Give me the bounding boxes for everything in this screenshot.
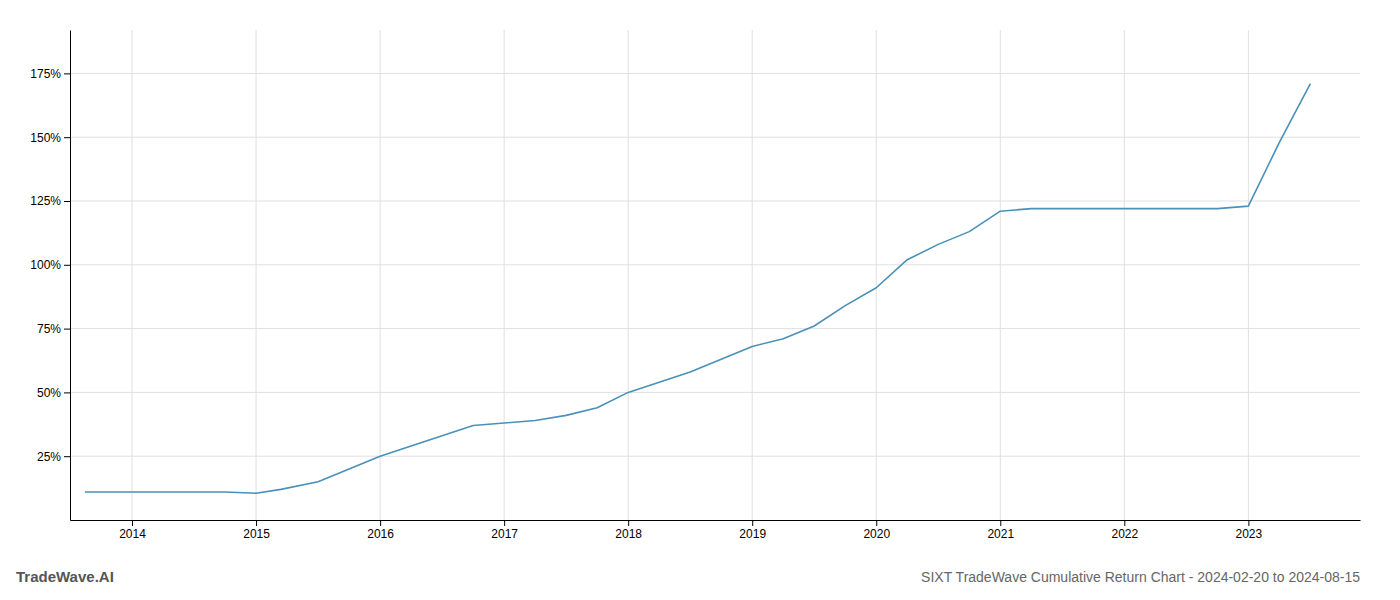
grid-line <box>504 30 505 520</box>
tick-label: 50% <box>37 386 61 400</box>
tick-mark <box>256 520 257 526</box>
tick: 25% <box>37 450 70 464</box>
tick: 2018 <box>615 520 642 541</box>
grid <box>70 30 1360 520</box>
tick: 75% <box>37 322 70 336</box>
y-axis: 25% 50% 75% 100% 125% 150% 175% <box>30 31 70 521</box>
tick-mark <box>380 520 381 526</box>
axis-line <box>70 31 71 521</box>
tick-mark <box>64 201 70 202</box>
tick: 50% <box>37 386 70 400</box>
tick-mark <box>64 73 70 74</box>
grid-line <box>380 30 381 520</box>
grid-line <box>628 30 629 520</box>
tick-label: 2021 <box>987 527 1014 541</box>
tick: 150% <box>30 131 70 145</box>
grid-line <box>70 73 1360 74</box>
tick: 2021 <box>987 520 1014 541</box>
tick-mark <box>752 520 753 526</box>
grid-line <box>132 30 133 520</box>
annotation: TradeWave.AI <box>16 568 114 585</box>
x-axis: 2014 2015 2016 2017 2018 2019 2020 2021 2022 2023 <box>71 520 1361 541</box>
tick-label: 175% <box>30 67 61 81</box>
tick-label: 2019 <box>739 527 766 541</box>
grid-line <box>70 264 1360 265</box>
tick-mark <box>64 456 70 457</box>
tick: 175% <box>30 67 70 81</box>
tick-label: 2022 <box>1111 527 1138 541</box>
tick-mark <box>64 265 70 266</box>
tick-mark <box>64 392 70 393</box>
tick-mark <box>876 520 877 526</box>
tick-label: 2015 <box>243 527 270 541</box>
grid-line <box>876 30 877 520</box>
tick-mark <box>1248 520 1249 526</box>
tick-mark <box>1000 520 1001 526</box>
grid-line <box>1124 30 1125 520</box>
title: SIXT TradeWave Cumulative Return Chart -… <box>921 569 1360 585</box>
grid-line <box>70 392 1360 393</box>
line <box>85 84 1311 494</box>
grid-line <box>70 328 1360 329</box>
tick: 100% <box>30 258 70 272</box>
tick-label: 25% <box>37 450 61 464</box>
grid-line <box>256 30 257 520</box>
tick: 2023 <box>1236 520 1263 541</box>
tick-label: 125% <box>30 194 61 208</box>
tick-mark <box>64 329 70 330</box>
tick: 2017 <box>491 520 518 541</box>
plot-area <box>85 84 1311 494</box>
grid-line <box>1248 30 1249 520</box>
tick: 2020 <box>863 520 890 541</box>
tick: 2015 <box>243 520 270 541</box>
tick: 2022 <box>1111 520 1138 541</box>
grid-line <box>70 456 1360 457</box>
tick-mark <box>1124 520 1125 526</box>
tick-label: 100% <box>30 258 61 272</box>
tick-label: 2017 <box>491 527 518 541</box>
tick-mark <box>504 520 505 526</box>
tick: 125% <box>30 194 70 208</box>
tick: 2019 <box>739 520 766 541</box>
tick-label: 150% <box>30 131 61 145</box>
axis-line <box>71 520 1361 521</box>
grid-line <box>1000 30 1001 520</box>
chart: 2014 2015 2016 2017 2018 2019 2020 2021 2022 2023… <box>0 0 1400 600</box>
tick-label: 2018 <box>615 527 642 541</box>
grid-line <box>70 137 1360 138</box>
tick: 2014 <box>119 520 146 541</box>
grid-line <box>70 200 1360 201</box>
tick-label: 2020 <box>863 527 890 541</box>
tick-mark <box>132 520 133 526</box>
tick-mark <box>628 520 629 526</box>
tick-label: 75% <box>37 322 61 336</box>
tick-label: 2016 <box>367 527 394 541</box>
tick-mark <box>64 137 70 138</box>
tick-label: 2023 <box>1236 527 1263 541</box>
grid-line <box>752 30 753 520</box>
tick: 2016 <box>367 520 394 541</box>
tick-label: 2014 <box>119 527 146 541</box>
